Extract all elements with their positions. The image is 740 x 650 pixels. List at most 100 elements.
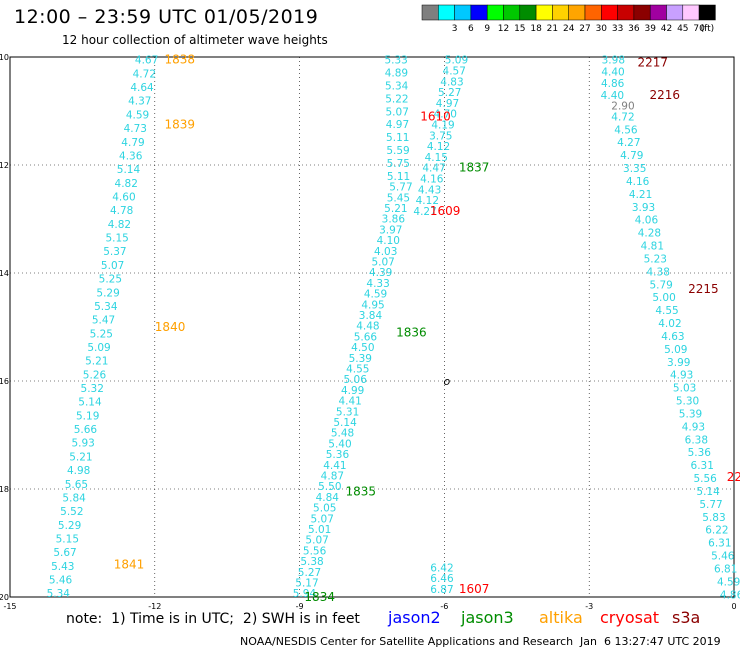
swh-value-label: 5.23 [644, 253, 667, 265]
color-tick-label: 27 [579, 24, 590, 34]
swh-value-label: 4.93 [670, 370, 693, 382]
color-swatch [633, 4, 651, 21]
map-grid [10, 57, 734, 597]
swh-value-label: 4.86 [601, 78, 625, 90]
swh-value-label: 4.15 [425, 152, 448, 164]
color-tick-label: 18 [530, 24, 542, 34]
swh-value-label: 5.07 [311, 513, 334, 525]
color-scale-legend: 3 6 9 12 15 18 21 24 27 30 33 36 39 42 45 70(ft) [421, 4, 716, 34]
x-tick-label: -9 [296, 602, 304, 611]
swh-value-label: 5.17 [295, 578, 318, 590]
track-time-label: 1607 [459, 582, 490, 596]
swh-value-label: 5.19 [76, 410, 99, 422]
y-tick-label: -20 [0, 593, 9, 602]
swh-value-label: 5.22 [385, 93, 408, 105]
swh-value-label: 4.50 [351, 342, 374, 354]
swh-value-label: 6.38 [685, 434, 708, 446]
swh-value-label: 4.59 [364, 289, 387, 301]
swh-value-label: 5.21 [384, 203, 407, 215]
swh-value-label: 5.26 [83, 369, 107, 381]
color-swatch [503, 4, 521, 21]
swh-value-label: 4.55 [346, 364, 369, 376]
swh-value-label: 5.36 [688, 447, 712, 459]
swh-value-label: 5.05 [313, 503, 336, 515]
swh-value-label: 5.21 [85, 356, 108, 368]
track-time-label: 1841 [114, 558, 145, 572]
swh-value-label: 5.77 [699, 499, 722, 511]
track-time-label: 1839 [164, 118, 195, 132]
color-swatch [617, 4, 635, 21]
swh-value-label: 4.47 [422, 163, 445, 175]
swh-value-label: 4.41 [323, 460, 346, 472]
swh-value-label: 4.93 [682, 421, 705, 433]
swh-value-label: 3.99 [667, 357, 690, 369]
swh-value-label: 5.11 [386, 132, 409, 144]
color-swatch [438, 4, 455, 21]
swh-value-label: 3.98 [602, 55, 625, 67]
swh-value-label: 5.50 [318, 481, 341, 493]
swh-value-label: 5.01 [308, 524, 331, 536]
swh-value-label: 4.12 [427, 141, 450, 153]
swh-value-label: 4.97 [386, 119, 409, 131]
swh-value-label: 4.72 [611, 111, 634, 123]
color-tick-label: 6 [468, 24, 474, 34]
swh-value-label: 4.97 [436, 98, 459, 110]
color-unit-label: (ft) [701, 24, 715, 34]
color-swatch [535, 4, 553, 21]
color-tick-label: 15 [514, 24, 525, 34]
swh-value-label: 4.27 [617, 137, 640, 149]
swh-value-label: 5.14 [696, 486, 720, 498]
swh-value-label: 4.79 [620, 150, 643, 162]
color-tick-label: 39 [644, 24, 656, 34]
altimeter-tracks: 4.674.724.644.374.594.734.794.365.144.82… [47, 55, 740, 602]
swh-value-label: 5.33 [384, 55, 407, 67]
swh-value-label: 5.38 [300, 556, 323, 568]
swh-value-label: 5.07 [386, 106, 409, 118]
swh-value-label: 5.07 [305, 535, 328, 547]
track-time-label: 1610 [420, 109, 451, 123]
swh-value-label: 5.25 [99, 274, 122, 286]
swh-value-label: 6.22 [705, 525, 728, 537]
swh-value-label: 5.47 [92, 315, 115, 327]
color-tick-label: 33 [612, 24, 623, 34]
swh-value-label: 5.15 [56, 534, 79, 546]
swh-value-label: 5.75 [387, 158, 410, 170]
swh-value-label: 3.86 [382, 214, 406, 226]
swh-value-label: 4.02 [658, 318, 681, 330]
y-tick-label: -18 [0, 485, 9, 494]
satellite-legend-jason3: jason3 [461, 608, 514, 627]
swh-value-label: 5.27 [438, 87, 461, 99]
swh-value-label: 4.81 [641, 241, 664, 253]
swh-value-label: 4.95 [361, 299, 384, 311]
swh-value-label: 3.93 [632, 202, 655, 214]
swh-value-label: 4.16 [626, 176, 650, 188]
color-tick-label: 12 [498, 24, 509, 34]
axis-ticks: -15 -12 -9 -6 -3 0 -10 -12 -14 -16 -18 -20 [0, 53, 737, 611]
page-subtitle: 12 hour collection of altimeter wave hei… [62, 33, 328, 47]
swh-value-label: 5.66 [74, 424, 98, 436]
color-tick-label: 36 [628, 24, 640, 34]
swh-value-label: 4.19 [431, 120, 454, 132]
swh-value-label: 4.59 [126, 109, 149, 121]
location-marker: o [443, 375, 450, 388]
swh-value-label: 5.48 [331, 428, 354, 440]
swh-value-label: 4.55 [655, 305, 678, 317]
color-swatch [486, 4, 504, 21]
map-border [9, 56, 735, 598]
swh-value-label: 4.57 [443, 66, 466, 78]
swh-value-label: 4.70 [434, 109, 457, 121]
color-tick-label: 42 [661, 24, 672, 34]
swh-value-label: 5.14 [333, 417, 357, 429]
swh-value-label: 4.56 [614, 124, 638, 136]
swh-value-label: 4.72 [133, 68, 156, 80]
swh-value-label: 4.60 [112, 192, 135, 204]
satellite-legend-altika: altika [539, 608, 583, 627]
swh-value-label: 5.32 [81, 383, 104, 395]
swh-value-label: 5.52 [60, 506, 83, 518]
swh-value-label: 5.34 [385, 81, 409, 93]
color-tick-label: 3 [452, 24, 458, 34]
swh-value-label: 6.81 [714, 563, 737, 575]
swh-value-label: 5.14 [78, 397, 102, 409]
swh-value-label: 6.31 [691, 460, 714, 472]
